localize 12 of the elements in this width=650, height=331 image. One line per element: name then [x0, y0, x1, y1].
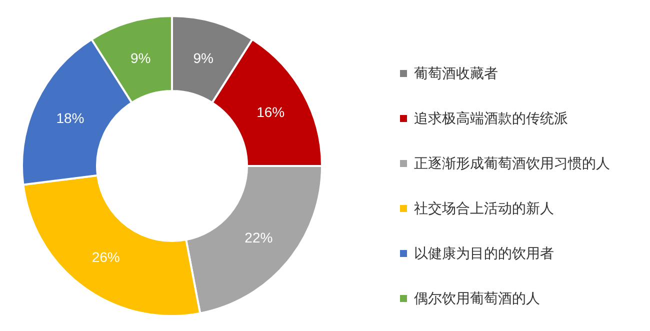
data-label: 9% [193, 50, 214, 66]
data-label: 26% [92, 249, 120, 266]
data-label: 9% [130, 50, 151, 66]
legend-label: 偶尔饮用葡萄酒的人 [414, 290, 540, 306]
legend-label: 社交场合上活动的新人 [414, 200, 554, 216]
legend-label: 以健康为目的的饮用者 [414, 245, 554, 261]
data-label: 22% [244, 230, 273, 246]
data-label: 16% [256, 104, 285, 120]
data-label: 18% [56, 110, 84, 126]
legend-label: 正逐渐形成葡萄酒饮用习惯的人 [414, 155, 610, 171]
legend-label: 葡萄酒收藏者 [414, 65, 498, 81]
legend-label: 追求极高端酒款的传统派 [414, 110, 568, 126]
